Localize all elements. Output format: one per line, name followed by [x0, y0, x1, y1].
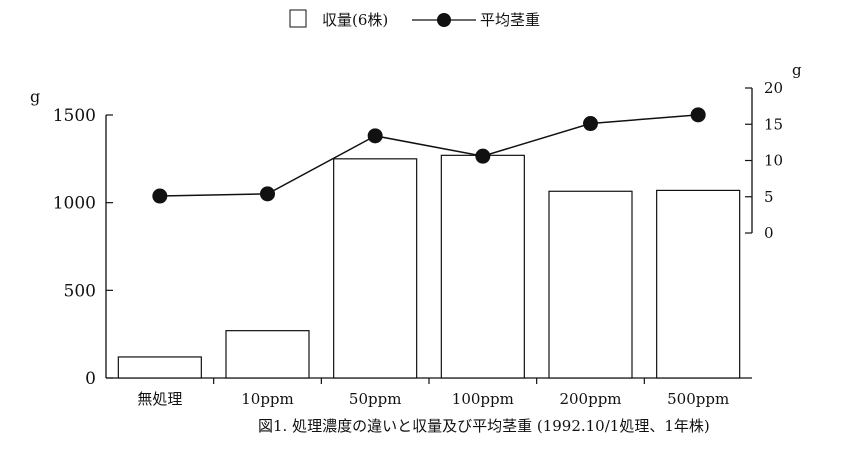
point-avg-stem-weight: [367, 128, 383, 144]
left-axis-ticks: 0 500 1000 1500: [53, 106, 113, 389]
bar-yield: [548, 190, 633, 379]
left-tick-label: 1000: [53, 194, 96, 214]
x-tick-label: 50ppm: [349, 390, 402, 408]
x-tick-label: 500ppm: [667, 390, 729, 408]
legend-bar-label: 収量(6株): [322, 11, 388, 29]
line-avg-stem-weight: [159, 114, 699, 197]
bar-yield: [225, 330, 310, 379]
axes: [105, 88, 753, 379]
legend: 収量(6株) 平均茎重: [289, 9, 540, 29]
right-axis-ticks: 0 5 10 15 20: [745, 79, 783, 242]
point-avg-stem-weight: [260, 186, 275, 202]
right-tick-label: 15: [764, 115, 783, 133]
right-axis-unit: g: [792, 61, 802, 79]
figure-caption: 図1. 処理濃度の違いと収量及び平均茎重 (1992.10/1処理、1年株): [258, 417, 710, 435]
x-axis-ticks: 無処理 10ppm 50ppm 100ppm 200ppm 500ppm: [137, 378, 729, 408]
bar-yield: [656, 189, 741, 379]
right-tick-label: 0: [764, 224, 774, 242]
legend-bar-swatch: [289, 9, 307, 28]
point-avg-stem-weight: [690, 107, 706, 123]
right-tick-label: 5: [764, 188, 774, 206]
bar-series: [117, 154, 741, 379]
right-tick-label: 10: [764, 152, 783, 170]
legend-line-label: 平均茎重: [480, 11, 540, 29]
x-tick-label: 200ppm: [559, 390, 621, 408]
left-tick-label: 0: [85, 369, 96, 389]
left-tick-label: 1500: [53, 106, 96, 126]
x-tick-label: 10ppm: [241, 390, 294, 408]
bar-yield: [440, 154, 525, 379]
x-tick-label: 100ppm: [452, 390, 514, 408]
point-avg-stem-weight: [475, 148, 491, 164]
point-avg-stem-weight: [583, 116, 598, 132]
line-series: [152, 107, 706, 204]
point-avg-stem-weight: [152, 188, 168, 204]
bar-yield: [333, 158, 418, 379]
bar-yield: [117, 356, 202, 379]
legend-line-marker: [437, 13, 451, 27]
left-axis-unit: g: [30, 87, 40, 106]
x-tick-label: 無処理: [137, 390, 182, 408]
right-tick-label: 20: [764, 79, 783, 97]
left-tick-label: 500: [64, 281, 96, 301]
